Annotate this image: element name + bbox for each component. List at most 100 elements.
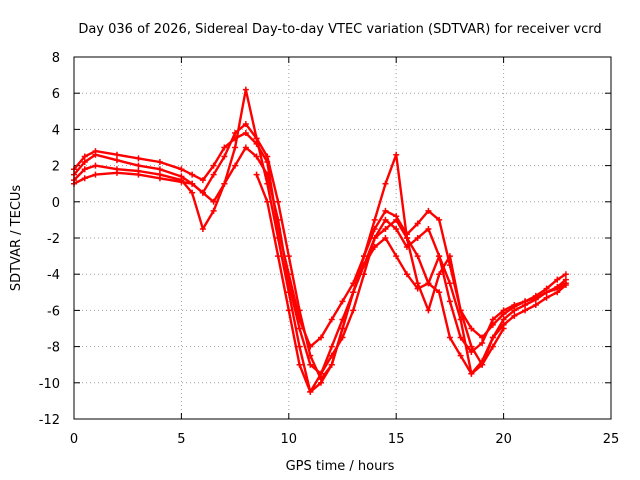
data-point (275, 198, 282, 205)
data-point (382, 207, 389, 214)
x-axis-label: GPS time / hours (286, 459, 395, 474)
data-point (232, 162, 239, 169)
y-tick-label: 4 (52, 123, 60, 138)
data-point (403, 235, 410, 241)
data-point (414, 235, 421, 241)
data-point (253, 171, 260, 178)
data-point (318, 334, 325, 341)
data-point (414, 220, 421, 227)
data-point (425, 280, 432, 287)
data-point (81, 175, 88, 182)
data-point (296, 325, 303, 332)
x-tick-label: 0 (70, 432, 78, 447)
data-point (285, 253, 292, 260)
data-point (264, 158, 271, 165)
data-point (210, 207, 217, 214)
data-point (479, 334, 486, 341)
data-point (489, 316, 496, 323)
data-point (393, 253, 400, 260)
data-point (500, 316, 507, 323)
data-point (113, 151, 120, 158)
data-point (425, 225, 432, 232)
data-point (232, 135, 239, 142)
data-point (296, 316, 303, 323)
data-point (554, 276, 561, 283)
data-point (511, 312, 518, 319)
data-point (328, 316, 335, 323)
data-point (275, 253, 282, 260)
data-point (543, 294, 550, 301)
data-point (178, 178, 185, 185)
data-point (457, 307, 464, 314)
data-point (285, 307, 292, 314)
data-point (468, 343, 475, 350)
y-tick-label: -8 (47, 341, 60, 356)
data-point (403, 271, 410, 278)
data-point (457, 352, 464, 359)
data-point (232, 144, 239, 151)
data-point (189, 189, 196, 196)
x-tick-label: 20 (495, 432, 512, 447)
data-point (522, 307, 529, 314)
y-tick-label: -6 (47, 304, 60, 319)
data-point (135, 155, 142, 162)
data-point (511, 303, 518, 310)
data-point (92, 171, 99, 178)
x-tick-label: 15 (388, 432, 405, 447)
data-point (489, 321, 496, 328)
data-point (81, 153, 88, 160)
y-tick-label: 0 (52, 196, 60, 211)
x-tick-label: 10 (281, 432, 298, 447)
y-tick-label: 2 (52, 160, 60, 175)
data-point (382, 216, 389, 223)
data-point (479, 361, 486, 368)
data-point (92, 162, 99, 169)
data-point (562, 271, 569, 278)
series-track-3 (71, 144, 569, 377)
data-point (296, 343, 303, 350)
data-point (135, 162, 142, 169)
data-point (339, 298, 346, 305)
plot-frame (73, 56, 612, 420)
series-group (71, 86, 569, 395)
data-point (221, 144, 228, 151)
data-point (221, 153, 228, 160)
data-point (210, 198, 217, 205)
y-axis-label: SDTVAR / TECUs (9, 185, 24, 292)
data-point (221, 180, 228, 187)
data-point (318, 370, 325, 377)
data-point (446, 334, 453, 341)
data-point (113, 157, 120, 164)
data-point (489, 334, 496, 341)
data-point (393, 225, 400, 232)
data-point (522, 298, 529, 305)
data-point (360, 271, 367, 278)
series-line (72, 131, 568, 348)
data-point (414, 280, 421, 287)
data-point (307, 361, 314, 368)
data-point (446, 280, 453, 287)
data-point (92, 148, 99, 155)
data-point (489, 343, 496, 350)
data-point (199, 225, 206, 232)
data-point (436, 253, 443, 260)
data-point (371, 235, 378, 241)
data-point (156, 158, 163, 165)
data-point (242, 130, 249, 137)
data-point (500, 311, 507, 318)
data-point (81, 158, 88, 165)
data-point (500, 325, 507, 332)
chart-title: Day 036 of 2026, Sidereal Day-to-day VTE… (78, 22, 601, 37)
y-tick-label: -10 (39, 377, 60, 392)
data-point (199, 177, 206, 184)
x-tick-label: 25 (603, 432, 620, 447)
y-tick-label: -2 (47, 232, 60, 247)
data-point (242, 144, 249, 151)
data-point (436, 271, 443, 278)
y-tick-label: -12 (39, 413, 60, 428)
data-point (543, 285, 550, 292)
data-point (425, 307, 432, 314)
data-point (393, 213, 400, 220)
